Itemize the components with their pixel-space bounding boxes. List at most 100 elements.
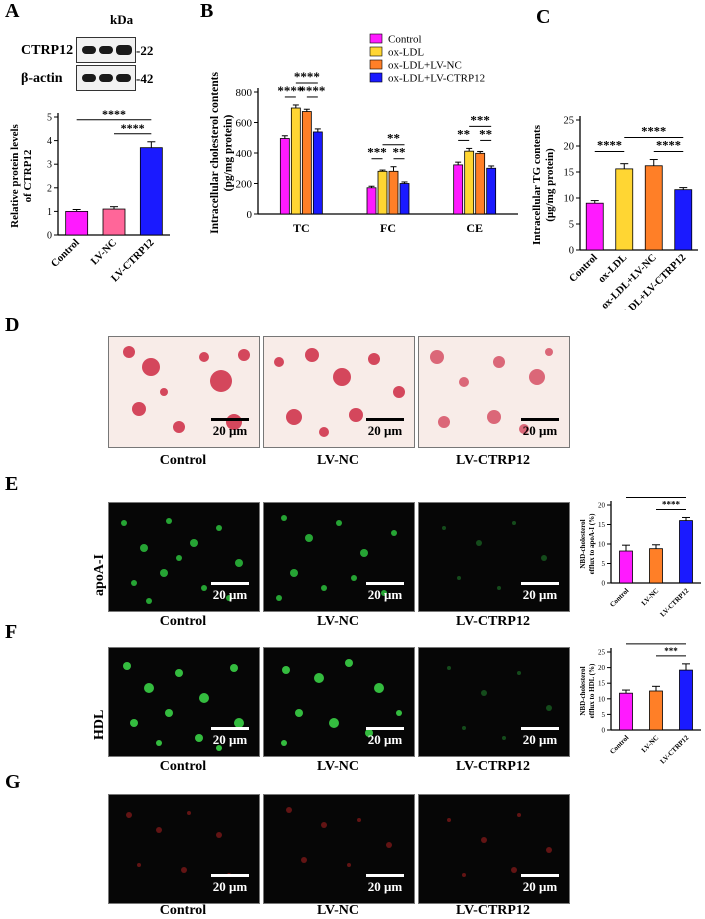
bar bbox=[377, 170, 388, 215]
caption-g-lv-ctrp12: LV-CTRP12 bbox=[456, 903, 530, 918]
caption-g-control: Control bbox=[159, 903, 207, 918]
bar bbox=[464, 150, 475, 215]
bar bbox=[679, 669, 693, 731]
caption-f-lv-ctrp12: LV-CTRP12 bbox=[456, 759, 530, 774]
legend-swatch bbox=[369, 33, 383, 44]
scale-bar: 20 μm bbox=[366, 418, 404, 439]
x-tick-label: ox-LDL+LV-NC bbox=[599, 252, 658, 310]
scale-bar: 20 μm bbox=[211, 727, 249, 748]
y-tick-label: 20 bbox=[564, 142, 575, 153]
legend-label: ox-LDL bbox=[388, 47, 424, 59]
oil-red-image-control: 20 μm bbox=[108, 336, 260, 448]
y-tick-label: 0 bbox=[247, 209, 253, 221]
x-tick-label: TC bbox=[293, 221, 310, 235]
significance-stars: *** bbox=[649, 640, 663, 644]
y-axis-label: (μg/mg protein) bbox=[544, 148, 556, 222]
caption-g-lv-nc: LV-NC bbox=[316, 903, 359, 918]
bar bbox=[585, 202, 604, 251]
y-tick-label: 15 bbox=[598, 680, 606, 688]
blot-row-label-ctrp12: CTRP12 bbox=[21, 43, 74, 58]
panel-letter-a: A bbox=[5, 0, 20, 22]
y-tick-label: 20 bbox=[598, 501, 606, 509]
scale-bar: 20 μm bbox=[366, 874, 404, 895]
panel-letter-b: B bbox=[200, 0, 214, 22]
significance-stars: **** bbox=[656, 139, 681, 153]
bar bbox=[649, 548, 663, 584]
y-axis-label: NBD-cholesterol bbox=[579, 519, 587, 568]
oil-red-image-lv-ctrp12: 20 μm bbox=[418, 336, 570, 448]
y-tick-label: 200 bbox=[236, 178, 253, 190]
chart-a: 0 1 2 3 4 5 Relative protein levels of CTRP12 Co… bbox=[9, 107, 170, 284]
significance-stars: **** bbox=[102, 107, 126, 121]
significance-stars: ** bbox=[457, 126, 470, 141]
scale-bar: 20 μm bbox=[211, 418, 249, 439]
legend-label: ox-LDL+LV-CTRP12 bbox=[388, 73, 485, 85]
significance-stars: **** bbox=[662, 499, 681, 509]
nbd-hdl-image-lv-ctrp12: 20 μm bbox=[418, 647, 570, 757]
y-tick-label: 0 bbox=[602, 579, 606, 587]
x-tick-label: LV-CTRP12 bbox=[659, 586, 691, 618]
significance-stars: **** bbox=[647, 493, 666, 497]
y-tick-label: 800 bbox=[236, 87, 253, 99]
nbd-apoa1-image-lv-nc: 20 μm bbox=[263, 502, 415, 612]
bar bbox=[475, 152, 486, 215]
blot-size-22: -22 bbox=[136, 43, 154, 58]
x-tick-label: LV-NC bbox=[640, 587, 661, 608]
significance-stars: **** bbox=[294, 69, 320, 84]
y-tick-label: 25 bbox=[598, 648, 606, 656]
y-axis-label: Relative protein levels bbox=[9, 123, 21, 227]
caption-d-lv-ctrp12: LV-CTRP12 bbox=[456, 453, 530, 468]
nbd-hdl-image-lv-nc: 20 μm bbox=[263, 647, 415, 757]
y-tick-label: 5 bbox=[602, 711, 606, 719]
y-tick-label: 4 bbox=[47, 136, 52, 147]
bar bbox=[399, 183, 410, 215]
y-tick-label: 600 bbox=[236, 117, 253, 129]
y-tick-label: 10 bbox=[598, 540, 606, 548]
scale-bar: 20 μm bbox=[366, 582, 404, 603]
y-tick-label: 25 bbox=[564, 116, 575, 127]
y-tick-label: 400 bbox=[236, 148, 253, 160]
y-tick-label: 20 bbox=[598, 664, 606, 672]
y-axis-label: efflux to HDL (%) bbox=[588, 663, 596, 718]
fluorescence-dots bbox=[281, 659, 402, 746]
y-tick-label: 3 bbox=[47, 160, 52, 171]
x-tick-label: Control bbox=[49, 237, 81, 269]
scale-bar: 20 μm bbox=[521, 874, 559, 895]
y-tick-label: 0 bbox=[602, 726, 606, 734]
y-axis-label: NBD-cholesterol bbox=[579, 666, 587, 715]
legend-swatch bbox=[369, 72, 383, 83]
scale-bar: 20 μm bbox=[521, 727, 559, 748]
fluorescence-dots bbox=[442, 521, 547, 590]
significance-stars: **** bbox=[121, 121, 145, 135]
caption-f-control: Control bbox=[159, 759, 207, 774]
scale-bar: 20 μm bbox=[366, 727, 404, 748]
blot-image-actin bbox=[76, 65, 136, 91]
caption-e-control: Control bbox=[159, 614, 207, 629]
x-tick-label: Control bbox=[608, 734, 630, 756]
fluorescence-dots bbox=[123, 662, 244, 751]
scale-bar: 20 μm bbox=[521, 582, 559, 603]
chart-c: 0 5 10 15 20 25 Intracellular TG contents (μg/m… bbox=[531, 116, 698, 310]
bar bbox=[388, 170, 399, 215]
significance-stars: **** bbox=[597, 139, 622, 153]
scale-bar: 20 μm bbox=[211, 874, 249, 895]
caption-e-lv-nc: LV-NC bbox=[316, 614, 359, 629]
stain-speckle bbox=[274, 348, 405, 437]
stain-speckle bbox=[430, 348, 553, 434]
significance-stars: *** bbox=[664, 646, 678, 656]
y-tick-label: 5 bbox=[569, 220, 574, 231]
bar bbox=[644, 165, 663, 251]
chart-f: 0 5 10 15 20 25 NBD-cholesterol efflux to HDL (… bbox=[579, 640, 701, 766]
panel-letter-c: C bbox=[536, 6, 551, 28]
row-label-hdl: HDL bbox=[92, 709, 107, 740]
panel-letter-d: D bbox=[5, 314, 20, 336]
y-axis-label: (pg/mg protein) bbox=[223, 114, 235, 191]
chart-e: 0 5 10 15 20 NBD-cholesterol efflux to apoA-I … bbox=[579, 493, 701, 619]
x-tick-label: CE bbox=[466, 221, 483, 235]
bar bbox=[619, 692, 633, 731]
significance-stars: **** bbox=[277, 83, 303, 98]
legend-label: ox-LDL+LV-NC bbox=[388, 60, 462, 72]
red-image-lv-nc: 20 μm bbox=[263, 794, 415, 904]
blot-kda-label: kDa bbox=[110, 12, 134, 27]
significance-stars: **** bbox=[641, 125, 666, 139]
